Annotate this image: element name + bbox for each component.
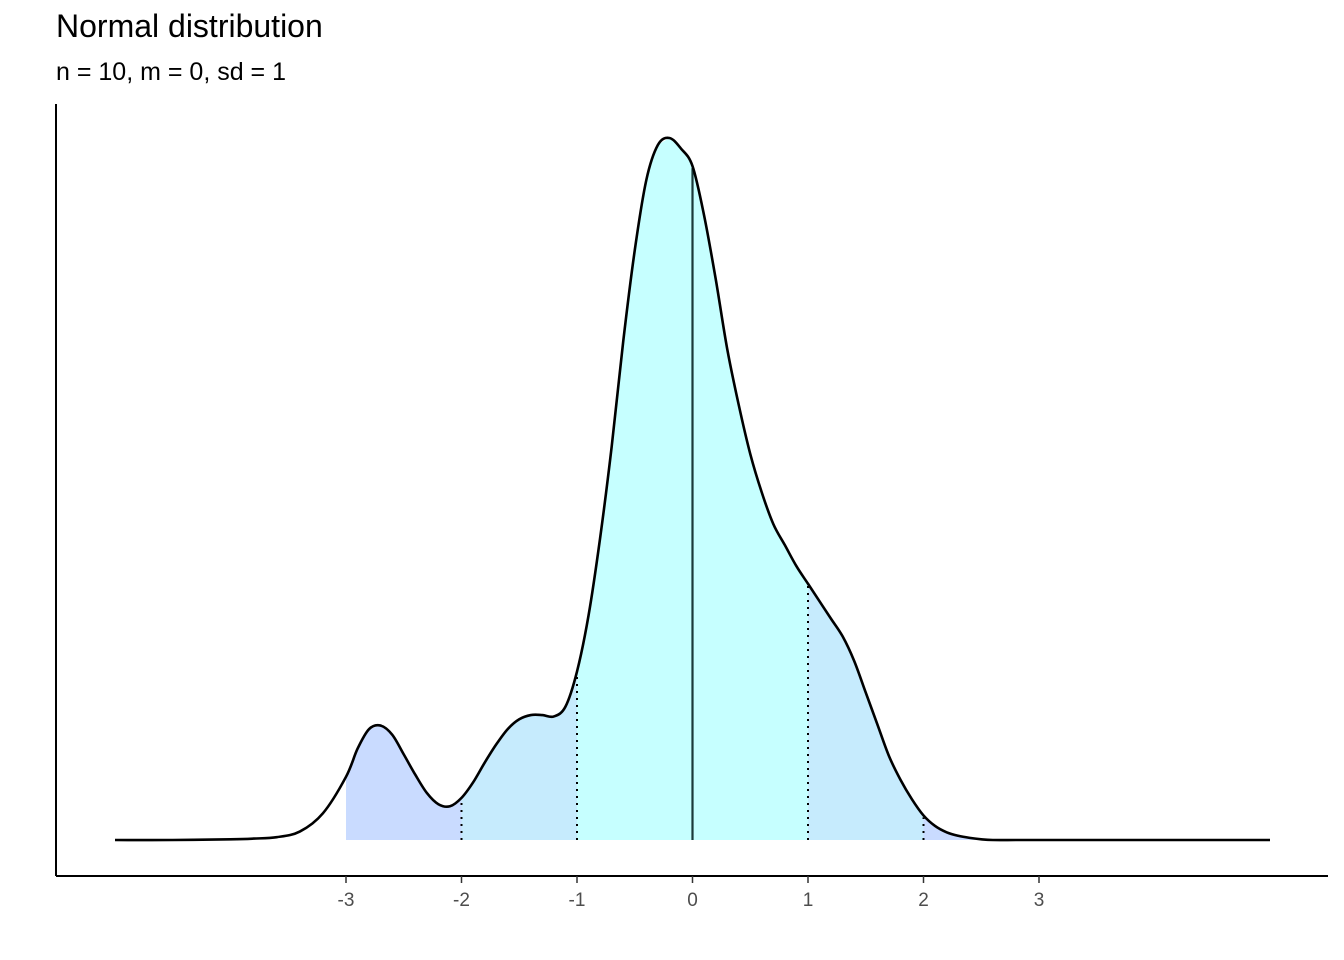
x-tick-label: -2 — [453, 890, 470, 911]
shaded-band-1 — [461, 671, 577, 840]
reference-lines — [460, 168, 925, 840]
shaded-band-0 — [346, 725, 462, 840]
x-tick-label: -3 — [338, 890, 355, 911]
density-curve — [114, 136, 1270, 842]
shaded-band-4 — [923, 815, 1039, 840]
chart-subtitle: n = 10, m = 0, sd = 1 — [56, 58, 287, 86]
x-tick-label: 1 — [803, 890, 814, 911]
x-tick-label: 2 — [918, 890, 929, 911]
x-tick-label: 0 — [687, 890, 698, 911]
chart-title: Normal distribution — [56, 8, 323, 44]
x-axis-ticks: -3 -2 -1 0 1 2 3 — [338, 876, 1045, 911]
x-tick-label: 3 — [1034, 890, 1045, 911]
x-tick-label: -1 — [569, 890, 586, 911]
shaded-band-3 — [808, 583, 924, 840]
